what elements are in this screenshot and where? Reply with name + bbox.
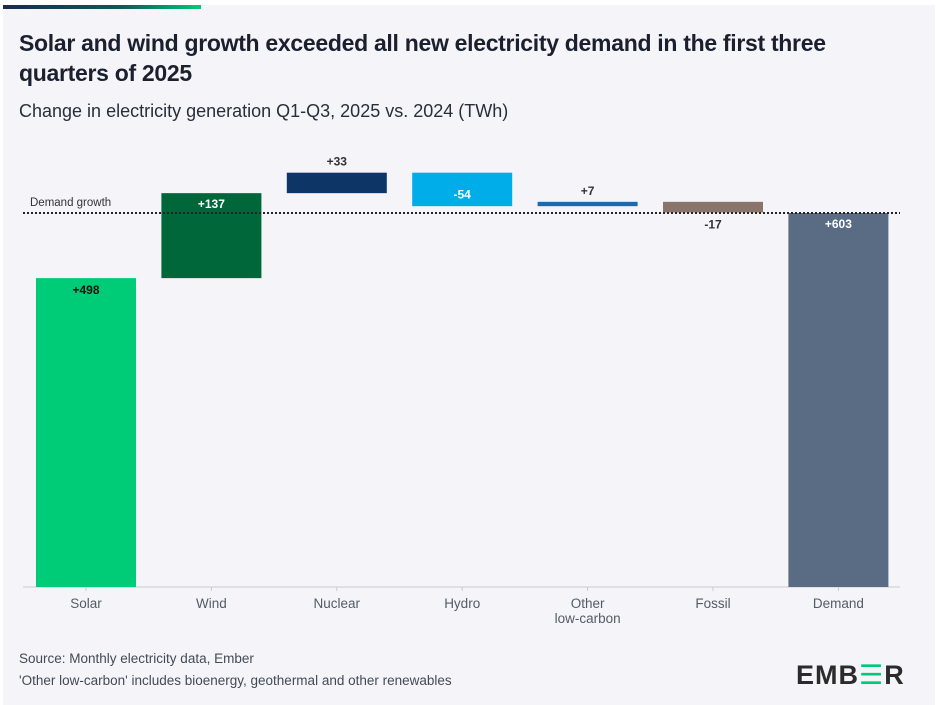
bar-wind — [161, 193, 262, 279]
bar-demand — [788, 213, 889, 587]
data-label: -54 — [454, 188, 472, 202]
data-label: +498 — [72, 283, 99, 297]
category-label: Wind — [196, 596, 227, 611]
bar-fossil — [663, 201, 763, 213]
category-label: Demand — [813, 596, 864, 611]
bar-solar — [36, 278, 136, 587]
category-label: Hydro — [444, 596, 480, 611]
chart-subtitle: Change in electricity generation Q1-Q3, … — [19, 101, 509, 121]
data-label: -17 — [704, 217, 722, 231]
data-label: +33 — [327, 155, 348, 169]
ember-logo: EMB☰R — [796, 660, 905, 690]
data-label: +603 — [825, 217, 852, 231]
source-note: Source: Monthly electricity data, Ember — [19, 651, 254, 666]
category-label: Nuclear — [314, 596, 361, 611]
category-label: Fossil — [695, 596, 730, 611]
accent-bar — [3, 5, 201, 9]
footnote: 'Other low-carbon' includes bioenergy, g… — [19, 673, 452, 688]
category-label: low-carbon — [555, 611, 621, 626]
bar-hydro — [412, 172, 513, 207]
category-label: Other — [571, 596, 605, 611]
category-label: Solar — [70, 596, 102, 611]
demand-growth-label: Demand growth — [30, 197, 111, 209]
bar-nuclear — [286, 172, 387, 194]
data-label: +7 — [581, 184, 595, 198]
bar-other — [537, 201, 638, 207]
data-label: +137 — [198, 197, 225, 211]
chart-card — [3, 5, 935, 705]
chart-title: Solar and wind growth exceeded all new e… — [19, 30, 826, 86]
